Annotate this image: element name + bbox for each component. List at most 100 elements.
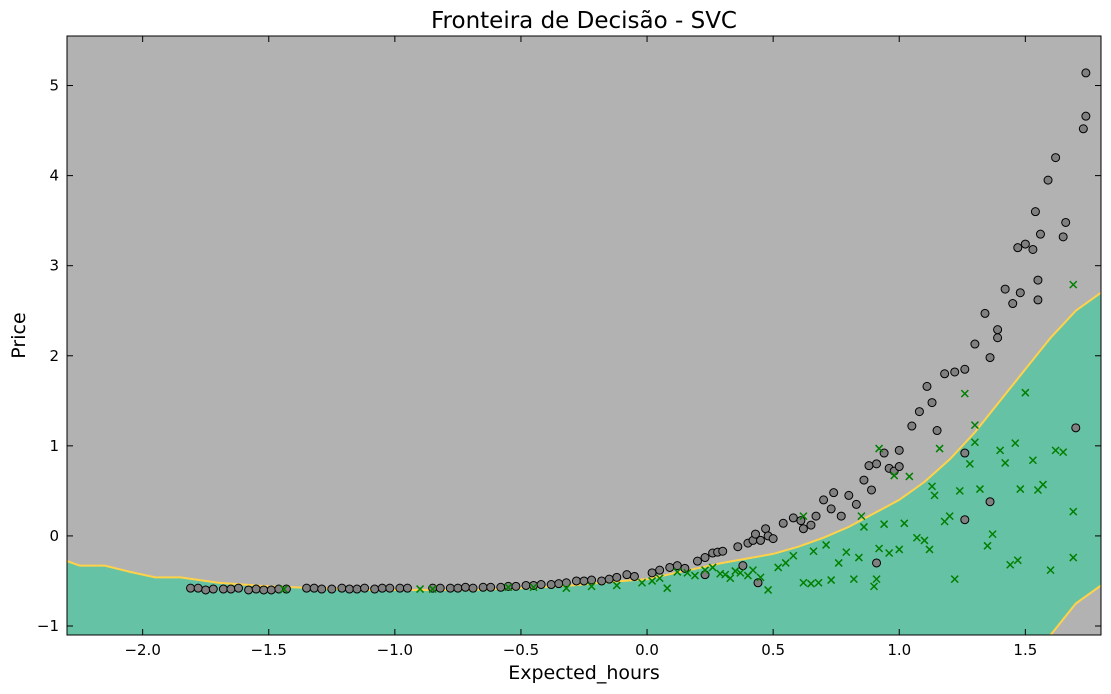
data-point-circle (806, 520, 816, 530)
data-point-x (756, 573, 765, 582)
data-point-x (1021, 388, 1030, 397)
data-point-circle (647, 568, 657, 578)
data-point-x (930, 491, 939, 500)
data-point-x (854, 553, 863, 562)
data-point-circle (872, 558, 882, 568)
data-point-circle (700, 553, 710, 563)
data-point-circle (932, 426, 942, 436)
x-axis-label: Expected_hours (508, 662, 660, 684)
secondary-region (1050, 585, 1101, 635)
data-point-circle (985, 497, 995, 507)
x-tick-label: 0.5 (761, 641, 785, 659)
data-point-circle (796, 516, 806, 526)
data-point-circle (1015, 288, 1025, 298)
data-point-x (781, 558, 790, 567)
data-point-x (504, 583, 513, 592)
data-point-circle (950, 367, 960, 377)
data-point-x (416, 585, 425, 594)
data-point-x (764, 585, 773, 594)
data-point-circle (1000, 284, 1010, 294)
data-point-circle (700, 570, 710, 580)
data-point-circle (1043, 175, 1053, 185)
data-point-circle (546, 580, 556, 590)
data-point-circle (244, 585, 254, 595)
data-point-circle (554, 579, 564, 589)
data-point-circle (1033, 295, 1043, 305)
data-point-x (885, 549, 894, 558)
data-point-circle (352, 584, 362, 594)
data-point-circle (468, 583, 478, 593)
y-tick-label: 5 (49, 77, 59, 95)
data-point-x (1016, 485, 1025, 494)
data-point-x (1006, 560, 1015, 569)
data-point-x (748, 566, 758, 575)
y-tick-label: 0 (49, 527, 59, 545)
data-point-circle (521, 580, 531, 590)
plot-frame (66, 35, 1102, 636)
data-point-x (935, 444, 944, 453)
x-tick-label: −1.5 (251, 641, 287, 659)
data-point-x (925, 545, 934, 554)
data-point-x (945, 512, 954, 521)
x-tick-label: 1.5 (1013, 641, 1037, 659)
data-point-x (983, 541, 992, 550)
data-point-circle (597, 576, 607, 586)
data-point-x (872, 575, 881, 584)
data-point-circle (960, 515, 970, 525)
data-point-circle (571, 576, 581, 586)
data-point-x (690, 571, 699, 580)
data-point-circle (750, 529, 760, 539)
data-point-circle (1008, 299, 1018, 309)
y-axis-label: Price (8, 312, 30, 358)
data-point-circle (829, 488, 839, 498)
data-point-x (970, 438, 979, 447)
data-point-x (799, 578, 808, 587)
data-point-x (701, 566, 710, 575)
data-point-x (900, 519, 909, 528)
data-point-circle (511, 581, 521, 591)
data-point-x (663, 584, 672, 593)
scatter-points (186, 68, 1091, 595)
data-point-x (1046, 566, 1055, 575)
data-point-x (1059, 448, 1068, 457)
data-point-circle (587, 575, 597, 585)
data-point-x (912, 533, 921, 542)
data-point-x (1069, 507, 1078, 516)
data-point-circle (536, 580, 546, 590)
data-point-x (587, 582, 596, 591)
data-point-circle (655, 565, 665, 575)
data-point-circle (922, 381, 932, 391)
data-point-circle (193, 583, 203, 593)
data-point-circle (940, 369, 950, 379)
y-tick-label: 3 (49, 257, 59, 275)
data-point-x (726, 574, 735, 583)
data-point-x (279, 585, 288, 594)
data-point-circle (753, 578, 763, 588)
data-point-x (708, 563, 717, 572)
y-tick-label: 4 (49, 167, 59, 185)
data-point-x (814, 578, 823, 587)
data-point-x (920, 536, 929, 545)
data-point-circle (811, 511, 821, 521)
data-point-x (857, 512, 866, 521)
data-point-circle (819, 495, 829, 505)
data-point-x (1001, 458, 1010, 467)
data-point-circle (309, 583, 319, 593)
data-point-circle (756, 535, 766, 545)
data-point-circle (798, 524, 808, 534)
data-point-circle (970, 339, 980, 349)
data-point-circle (872, 459, 882, 469)
x-tick-label: −1.0 (377, 641, 413, 659)
data-point-x (774, 563, 783, 572)
x-tick-label: −2.0 (124, 641, 160, 659)
data-point-x (880, 520, 889, 529)
data-point-x (927, 482, 937, 491)
data-point-circle (1081, 111, 1091, 121)
data-point-x (428, 585, 437, 594)
data-point-circle (1078, 124, 1088, 134)
data-point-x (612, 581, 621, 590)
data-point-circle (344, 584, 354, 594)
data-point-circle (233, 583, 243, 593)
data-point-circle (864, 461, 874, 471)
